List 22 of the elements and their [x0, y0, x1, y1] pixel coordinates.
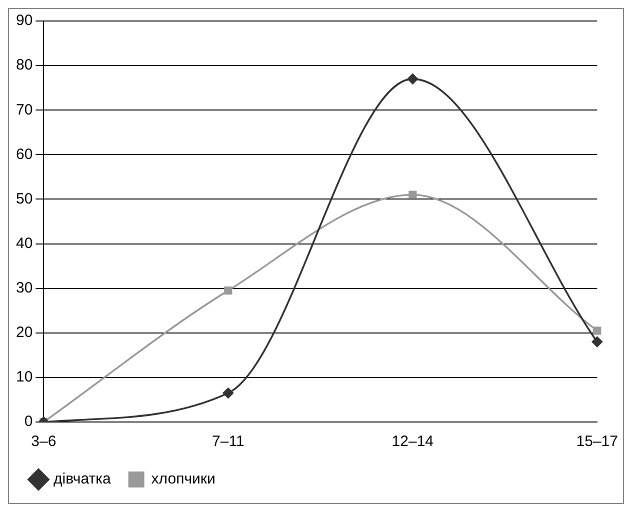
y-tick-label: 60: [16, 146, 33, 163]
y-tick-label: 70: [16, 101, 33, 118]
legend-label: хлопчики: [151, 470, 216, 488]
x-tick-label: 15–17: [576, 433, 618, 450]
x-tick-label: 7–11: [212, 433, 244, 450]
y-tick-label: 10: [16, 368, 33, 386]
y-tick-label: 30: [16, 279, 33, 296]
point: [222, 388, 234, 399]
y-tick-label: 90: [16, 12, 33, 30]
y-tick-label: 40: [16, 234, 33, 252]
x-tick-label: 3–6: [31, 433, 56, 450]
legend-label: дівчатка: [54, 470, 112, 488]
point: [224, 286, 232, 295]
point: [408, 190, 417, 199]
point: [593, 326, 602, 335]
y-tick-label: 80: [16, 56, 33, 74]
y-tick-label: 50: [16, 190, 33, 208]
point: [592, 336, 603, 348]
y-tick-label: 0: [24, 413, 33, 430]
y-tick-label: 20: [16, 324, 33, 342]
point: [407, 73, 418, 84]
x-tick-label: 12–14: [392, 433, 434, 450]
